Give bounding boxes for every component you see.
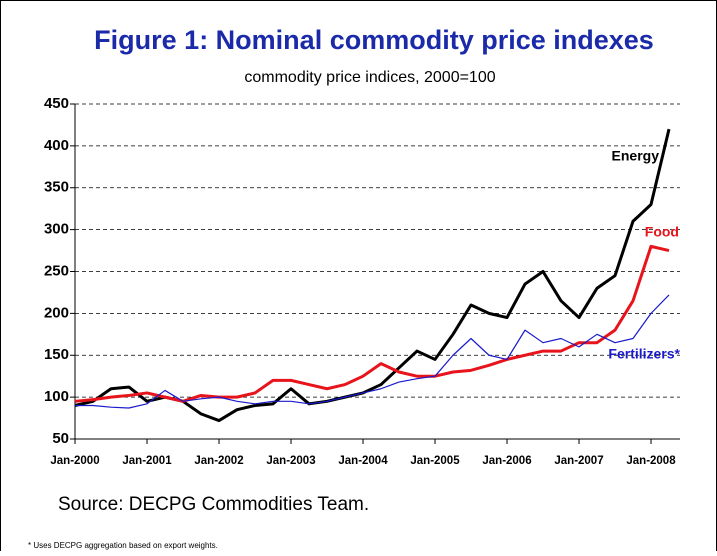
y-tick-label: 300: [44, 221, 69, 238]
series-label: Fertilizers*: [608, 346, 680, 362]
series-label: Food: [645, 224, 679, 240]
x-tick-label: Jan-2006: [482, 455, 531, 467]
y-tick-label: 250: [44, 262, 69, 279]
x-tick-label: Jan-2008: [626, 455, 676, 467]
y-tick-label: 50: [52, 430, 69, 447]
y-tick-label: 150: [44, 346, 69, 363]
y-tick-label: 400: [44, 137, 69, 154]
chart-title: Figure 1: Nominal commodity price indexe…: [94, 25, 654, 55]
y-tick-label: 350: [44, 179, 69, 196]
series-label: Energy: [612, 148, 660, 164]
x-tick-label: Jan-2005: [410, 455, 460, 467]
x-tick-label: Jan-2003: [266, 455, 315, 467]
y-tick-label: 100: [44, 388, 69, 405]
y-tick-label: 200: [44, 304, 69, 321]
chart-subtitle: commodity price indices, 2000=100: [244, 69, 495, 86]
x-tick-label: Jan-2007: [554, 455, 603, 467]
y-tick-label: 450: [44, 95, 69, 112]
x-tick-label: Jan-2004: [338, 455, 388, 467]
x-tick-label: Jan-2000: [50, 455, 99, 467]
footnote: * Uses DECPG aggregation based on export…: [28, 541, 218, 550]
x-tick-label: Jan-2001: [122, 455, 172, 467]
x-tick-label: Jan-2002: [194, 455, 243, 467]
series-line: [75, 294, 670, 409]
source: Source: DECPG Commodities Team.: [58, 494, 369, 515]
series-line: [74, 244, 670, 403]
